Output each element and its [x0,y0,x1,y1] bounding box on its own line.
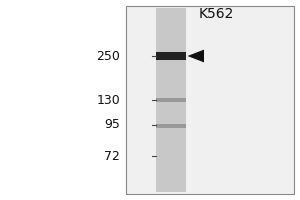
Text: 72: 72 [104,150,120,162]
Bar [156,52,186,60]
Bar [126,6,294,194]
Bar [156,98,186,102]
Text: 95: 95 [104,118,120,132]
Text: 130: 130 [96,94,120,106]
Bar [156,8,186,192]
Polygon shape [188,50,204,62]
Text: K562: K562 [198,7,234,21]
Text: 250: 250 [96,49,120,62]
Bar [156,124,186,128]
